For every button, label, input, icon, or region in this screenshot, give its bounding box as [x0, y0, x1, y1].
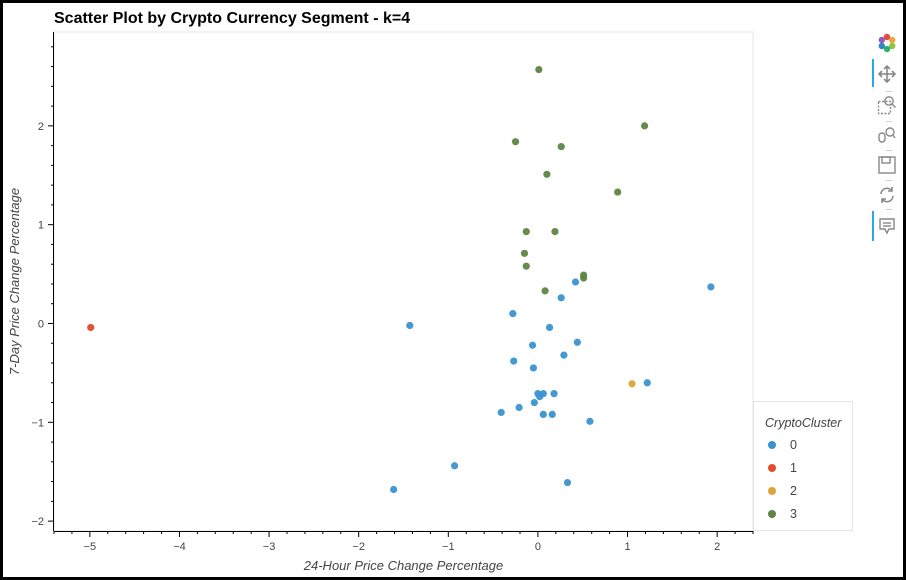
pan-icon[interactable]: [875, 62, 899, 86]
plot-border: [53, 31, 754, 532]
legend-entry-1[interactable]: 1: [768, 460, 797, 476]
reset-icon[interactable]: [875, 183, 899, 207]
scatter-point-cluster-0[interactable]: [550, 390, 558, 398]
scatter-point-cluster-0[interactable]: [406, 321, 414, 330]
x-tick-label: −4: [173, 541, 186, 553]
plot-area[interactable]: −5 −4 −3 −2 −1 0 1 2 −2 −1 0 1 2 24-Hour Price Chang…: [3, 3, 869, 577]
scatter-point-cluster-0[interactable]: [563, 478, 572, 487]
scatter-point-cluster-0[interactable]: [390, 485, 398, 494]
scatter-point-cluster-3[interactable]: [551, 228, 559, 236]
axes-layer: −5 −4 −3 −2 −1 0 1 2 −2 −1 0 1 2: [31, 31, 754, 553]
legend-title: CryptoCluster: [765, 416, 842, 430]
legend-label-0: 0: [790, 438, 797, 452]
scatter-point-cluster-3[interactable]: [580, 274, 588, 282]
scatter-point-cluster-0[interactable]: [539, 410, 547, 419]
scatter-point-cluster-0[interactable]: [643, 379, 651, 387]
box-zoom-icon[interactable]: [875, 93, 899, 117]
pan-active-indicator: [872, 59, 874, 87]
scatter-point-cluster-3[interactable]: [543, 170, 551, 178]
points-layer: [87, 65, 715, 494]
scatter-point-cluster-0[interactable]: [560, 351, 568, 359]
legend-entry-3[interactable]: 3: [768, 506, 797, 522]
legend-label-1: 1: [790, 461, 797, 475]
y-tick-label: 0: [38, 318, 44, 330]
x-tick-label: 0: [535, 541, 541, 553]
scatter-point-cluster-0[interactable]: [536, 393, 544, 401]
scatter-point-cluster-0[interactable]: [450, 462, 459, 470]
legend-label-3: 3: [790, 507, 797, 521]
scatter-point-cluster-0[interactable]: [529, 364, 538, 372]
y-tick-label: −2: [31, 516, 44, 528]
scatter-point-cluster-3[interactable]: [511, 138, 520, 146]
legend-entry-2[interactable]: 2: [768, 483, 797, 499]
legend-label-2: 2: [790, 484, 797, 498]
toolbar-separator: [886, 180, 892, 181]
scatter-point-cluster-3[interactable]: [535, 65, 543, 74]
scatter-point-cluster-3[interactable]: [541, 287, 549, 295]
scatter-point-cluster-0[interactable]: [528, 341, 537, 349]
scatter-point-cluster-3[interactable]: [640, 122, 649, 130]
scatter-point-cluster-0[interactable]: [510, 357, 518, 365]
scatter-point-cluster-0[interactable]: [545, 323, 554, 332]
toolbar-separator: [886, 91, 892, 92]
toolbar-separator: [886, 121, 892, 122]
scatter-point-cluster-3[interactable]: [520, 249, 529, 257]
chart-title: Scatter Plot by Crypto Currency Segment …: [54, 10, 411, 27]
scatter-point-cluster-0[interactable]: [515, 403, 523, 412]
scatter-point-cluster-3[interactable]: [522, 262, 530, 270]
scatter-point-cluster-3[interactable]: [614, 188, 622, 196]
x-axis-label: 24-Hour Price Change Percentage: [303, 558, 503, 573]
legend-swatch-0: [768, 441, 776, 449]
legend-swatch-3: [768, 510, 776, 518]
save-icon[interactable]: [875, 153, 899, 177]
scatter-point-cluster-0[interactable]: [707, 283, 715, 291]
legend: CryptoCluster 0 1 2 3: [753, 401, 853, 531]
legend-swatch-2: [768, 487, 776, 495]
toolbar: [869, 27, 903, 247]
scatter-point-cluster-0[interactable]: [530, 398, 538, 407]
toolbar-separator: [886, 209, 892, 210]
bokeh-logo-icon[interactable]: [875, 31, 899, 55]
legend-swatch-1: [768, 464, 776, 472]
x-tick-label: 2: [714, 541, 720, 553]
y-axis-label: 7-Day Price Change Percentage: [7, 188, 22, 375]
x-tick-label: −1: [442, 541, 455, 553]
scatter-point-cluster-0[interactable]: [509, 310, 517, 318]
x-tick-label: −3: [263, 541, 276, 553]
x-tick-label: 1: [624, 541, 630, 553]
hover-icon[interactable]: [875, 214, 899, 238]
scatter-point-cluster-2[interactable]: [628, 380, 636, 388]
y-tick-label: −1: [31, 417, 44, 429]
scatter-point-cluster-3[interactable]: [522, 228, 530, 236]
x-tick-label: −2: [352, 541, 365, 553]
hover-active-indicator: [872, 211, 874, 241]
scatter-point-cluster-1[interactable]: [87, 323, 95, 332]
scatter-point-cluster-3[interactable]: [557, 143, 565, 151]
chart-frame: Scatter Plot by Crypto Currency Segment …: [3, 3, 903, 577]
legend-entry-0[interactable]: 0: [768, 437, 797, 453]
scatter-point-cluster-0[interactable]: [548, 410, 556, 419]
scatter-point-cluster-0[interactable]: [497, 408, 505, 417]
scatter-point-cluster-0[interactable]: [586, 417, 594, 425]
x-tick-label: −5: [84, 541, 97, 553]
y-tick-label: 1: [38, 220, 44, 232]
scatter-point-cluster-0[interactable]: [557, 294, 565, 302]
toolbar-separator: [886, 150, 892, 151]
scatter-point-cluster-0[interactable]: [571, 278, 580, 286]
y-tick-label: 2: [38, 121, 44, 133]
scatter-point-cluster-0[interactable]: [573, 338, 581, 346]
wheel-zoom-icon[interactable]: [875, 123, 899, 147]
